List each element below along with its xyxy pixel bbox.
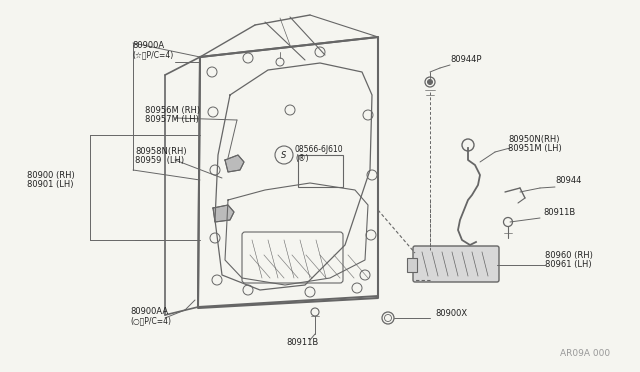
- Text: 08566-6J610: 08566-6J610: [295, 145, 344, 154]
- Text: S: S: [282, 151, 287, 160]
- Text: 80958N(RH): 80958N(RH): [135, 147, 187, 156]
- Text: 80957M (LH): 80957M (LH): [145, 115, 199, 124]
- Text: 80911B: 80911B: [543, 208, 575, 217]
- Bar: [407, 258, 417, 272]
- Text: 80951M (LH): 80951M (LH): [508, 144, 562, 153]
- Text: 80956M (RH): 80956M (RH): [145, 106, 200, 115]
- Text: 80900X: 80900X: [435, 309, 467, 318]
- Text: 80900AA: 80900AA: [130, 307, 168, 316]
- Text: 80950N(RH): 80950N(RH): [508, 135, 559, 144]
- Text: 80959  (LH): 80959 (LH): [135, 156, 184, 165]
- Text: (○印P/C=4): (○印P/C=4): [130, 316, 171, 325]
- Bar: [298, 155, 343, 187]
- Text: 80944P: 80944P: [450, 55, 481, 64]
- Text: 80901 (LH): 80901 (LH): [27, 180, 74, 189]
- FancyBboxPatch shape: [413, 246, 499, 282]
- Text: (®): (®): [295, 154, 308, 163]
- Polygon shape: [225, 155, 244, 172]
- Text: 80961 (LH): 80961 (LH): [545, 260, 591, 269]
- Text: 80900A: 80900A: [132, 41, 164, 50]
- Text: 80911B: 80911B: [287, 338, 319, 347]
- Text: 80900 (RH): 80900 (RH): [27, 171, 75, 180]
- Text: (☆印P/C=4): (☆印P/C=4): [132, 50, 173, 59]
- Text: 80960 (RH): 80960 (RH): [545, 251, 593, 260]
- Polygon shape: [213, 205, 234, 222]
- Text: 80944: 80944: [555, 176, 581, 185]
- Text: AR09A 000: AR09A 000: [560, 349, 610, 358]
- Circle shape: [428, 80, 433, 84]
